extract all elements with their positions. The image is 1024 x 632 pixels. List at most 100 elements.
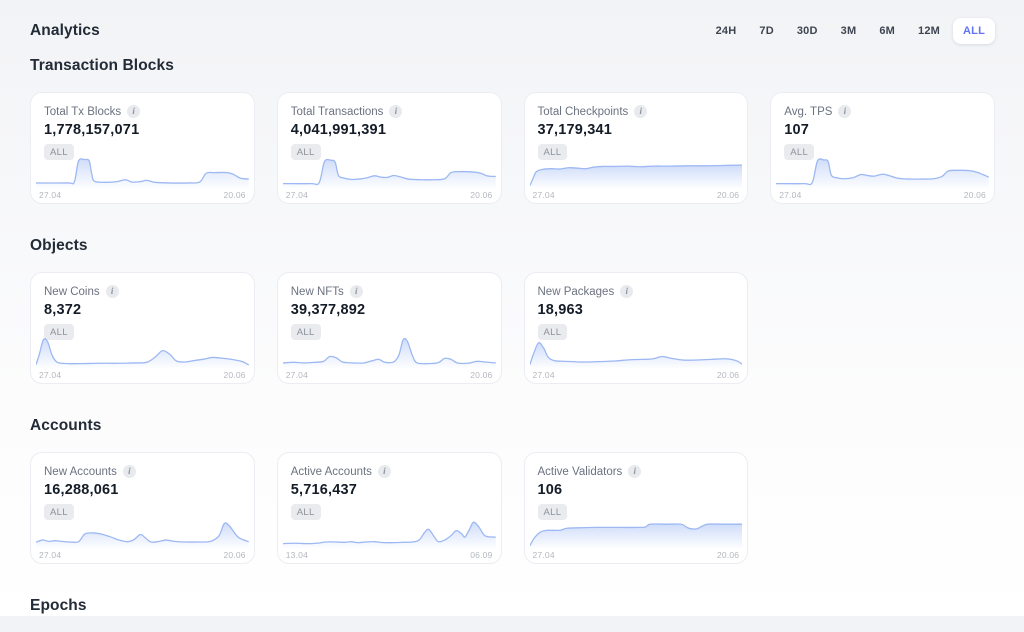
stat-card: Total Transactions i 4,041,991,391 ALL 2… — [276, 92, 502, 204]
spark-start-label: 27.04 — [532, 550, 555, 560]
info-icon[interactable]: i — [389, 105, 403, 118]
card-label: Total Transactions — [290, 105, 384, 118]
stat-card: Active Accounts i 5,716,437 ALL 13.04 06… — [276, 452, 502, 564]
sparkline-chart[interactable] — [529, 152, 743, 188]
spark-axis: 27.04 20.06 — [39, 190, 246, 200]
spark-axis: 13.04 06.09 — [286, 550, 493, 560]
sparkline-chart[interactable] — [529, 512, 743, 548]
card-value: 18,963 — [537, 302, 584, 318]
analytics-section: Accounts New Accounts i 16,288,061 ALL 2… — [30, 417, 995, 564]
spark-axis: 27.04 20.06 — [286, 190, 493, 200]
time-range-7d[interactable]: 7D — [749, 18, 783, 44]
card-title-row: Avg. TPS i — [784, 105, 981, 118]
spark-start-label: 13.04 — [285, 550, 309, 560]
spark-axis: 27.04 20.06 — [779, 190, 986, 200]
range-badge: ALL — [44, 144, 74, 160]
info-icon[interactable]: i — [620, 285, 634, 298]
spark-axis: 27.04 20.06 — [39, 370, 246, 380]
spark-start-label: 27.04 — [39, 370, 62, 380]
card-label: New Accounts — [44, 465, 117, 478]
range-badge: ALL — [44, 324, 74, 340]
sparkline-chart[interactable] — [282, 512, 496, 548]
card-grid: New Coins i 8,372 ALL 27.04 20.06 New NF… — [30, 272, 995, 384]
section-title: Transaction Blocks — [30, 57, 174, 74]
sparkline-chart[interactable] — [776, 152, 989, 188]
spark-axis: 27.04 20.06 — [39, 550, 246, 560]
card-value: 4,041,991,391 — [290, 122, 387, 138]
card-label: New Packages — [537, 285, 615, 298]
card-label: Active Accounts — [290, 465, 372, 478]
range-badge: ALL — [44, 504, 74, 520]
time-range-all[interactable]: ALL — [953, 18, 995, 44]
card-label: Avg. TPS — [784, 105, 833, 118]
range-badge: ALL — [537, 504, 568, 520]
section-title: Epochs — [30, 597, 87, 614]
analytics-section: Transaction Blocks Total Tx Blocks i 1,7… — [30, 57, 995, 204]
time-range-12m[interactable]: 12M — [908, 18, 950, 44]
card-value: 106 — [537, 482, 563, 498]
card-value: 5,716,437 — [290, 482, 358, 498]
time-range-24h[interactable]: 24H — [706, 18, 747, 44]
card-title-row: Total Transactions i — [291, 105, 488, 118]
card-label: Total Tx Blocks — [44, 105, 122, 118]
card-value: 37,179,341 — [537, 122, 613, 138]
card-title-row: Total Tx Blocks i — [44, 105, 241, 118]
spark-start-label: 27.04 — [532, 190, 555, 200]
analytics-section: Epochs — [30, 597, 995, 632]
spark-end-label: 20.06 — [716, 550, 740, 560]
range-badge: ALL — [290, 324, 321, 340]
info-icon[interactable]: i — [838, 105, 852, 118]
sparkline-chart[interactable] — [36, 332, 249, 368]
spark-end-label: 20.06 — [963, 190, 986, 200]
card-title-row: New Accounts i — [44, 465, 241, 478]
stat-card: Total Checkpoints i 37,179,341 ALL 27.04… — [523, 92, 749, 204]
stat-card: Total Tx Blocks i 1,778,157,071 ALL 27.0… — [30, 92, 255, 204]
spark-end-label: 20.06 — [716, 370, 740, 380]
stat-card: New Packages i 18,963 ALL 27.04 20.06 — [523, 272, 749, 384]
range-badge: ALL — [290, 144, 321, 160]
card-label: New Coins — [44, 285, 100, 298]
time-range-3m[interactable]: 3M — [831, 18, 867, 44]
spark-end-label: 20.06 — [716, 190, 740, 200]
sparkline-chart[interactable] — [36, 152, 249, 188]
spark-start-label: 27.04 — [532, 370, 555, 380]
sparkline-chart[interactable] — [36, 512, 249, 548]
card-value: 8,372 — [44, 302, 82, 318]
spark-axis: 27.04 20.06 — [533, 370, 740, 380]
range-badge: ALL — [537, 324, 568, 340]
info-icon[interactable]: i — [349, 285, 363, 298]
spark-axis: 27.04 20.06 — [533, 190, 740, 200]
sparkline-chart[interactable] — [282, 152, 496, 188]
card-label: New NFTs — [290, 285, 344, 298]
section-title: Accounts — [30, 417, 102, 434]
spark-end-label: 20.06 — [223, 370, 246, 380]
stat-card: New Coins i 8,372 ALL 27.04 20.06 — [30, 272, 255, 384]
info-icon[interactable]: i — [127, 105, 141, 118]
stat-card: Avg. TPS i 107 ALL 27.04 20.06 — [770, 92, 995, 204]
time-range-6m[interactable]: 6M — [869, 18, 905, 44]
time-range-30d[interactable]: 30D — [787, 18, 828, 44]
spark-end-label: 20.06 — [470, 370, 493, 380]
info-icon[interactable]: i — [634, 105, 648, 118]
spark-end-label: 06.09 — [470, 550, 493, 560]
card-value: 16,288,061 — [44, 482, 119, 498]
info-icon[interactable]: i — [105, 285, 119, 298]
range-badge: ALL — [537, 144, 568, 160]
info-icon[interactable]: i — [377, 465, 391, 478]
spark-start-label: 27.04 — [285, 370, 309, 380]
info-icon[interactable]: i — [628, 465, 642, 478]
spark-end-label: 20.06 — [223, 190, 246, 200]
card-grid: Total Tx Blocks i 1,778,157,071 ALL 27.0… — [30, 92, 995, 204]
sparkline-chart[interactable] — [529, 332, 743, 368]
sections: Transaction Blocks Total Tx Blocks i 1,7… — [30, 57, 995, 632]
section-title: Objects — [30, 237, 88, 254]
analytics-section: Objects New Coins i 8,372 ALL 27.04 20.0… — [30, 237, 995, 384]
spark-axis: 27.04 20.06 — [533, 550, 740, 560]
sparkline-chart[interactable] — [282, 332, 496, 368]
spark-start-label: 27.04 — [285, 190, 309, 200]
spark-end-label: 20.06 — [470, 190, 493, 200]
card-title-row: Active Validators i — [538, 465, 735, 478]
info-icon[interactable]: i — [122, 465, 136, 478]
spark-axis: 27.04 20.06 — [286, 370, 493, 380]
card-title-row: New NFTs i — [291, 285, 488, 298]
